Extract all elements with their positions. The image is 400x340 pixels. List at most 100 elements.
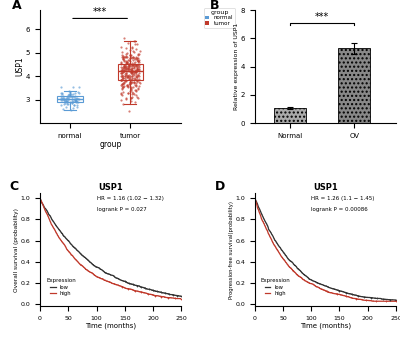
Point — [118, 92, 125, 97]
high — [294, 272, 298, 276]
Point — [72, 94, 78, 99]
Point — [73, 98, 79, 104]
Point — [123, 67, 129, 72]
Point — [130, 79, 137, 85]
Point — [132, 63, 138, 68]
Point — [118, 78, 125, 83]
Point — [124, 67, 131, 72]
Point — [118, 97, 124, 103]
Point — [124, 74, 130, 80]
Point — [69, 96, 76, 102]
Point — [122, 77, 128, 83]
Point — [135, 52, 141, 57]
Point — [134, 67, 140, 72]
Point — [63, 96, 70, 101]
Point — [119, 49, 125, 54]
low — [77, 251, 82, 255]
Point — [73, 98, 80, 103]
Point — [131, 66, 137, 71]
Point — [133, 83, 139, 88]
Point — [134, 74, 140, 80]
Point — [118, 68, 125, 73]
Point — [72, 90, 78, 96]
Point — [122, 73, 128, 78]
Point — [136, 48, 143, 54]
Point — [118, 92, 124, 97]
Point — [124, 83, 130, 88]
Point — [134, 56, 141, 61]
Point — [64, 96, 71, 101]
Point — [135, 58, 141, 64]
Point — [136, 57, 142, 63]
Point — [136, 66, 142, 72]
Point — [128, 69, 134, 74]
Point — [128, 67, 134, 72]
Point — [71, 103, 78, 108]
Point — [64, 94, 70, 99]
Point — [121, 68, 127, 73]
Point — [124, 61, 130, 66]
low — [269, 231, 274, 235]
Point — [131, 81, 137, 86]
Point — [118, 70, 124, 76]
Point — [118, 60, 124, 66]
Legend: normal, tumor: normal, tumor — [204, 8, 235, 28]
Point — [130, 62, 136, 68]
Point — [123, 79, 129, 84]
high — [266, 231, 270, 235]
Point — [136, 84, 142, 89]
Point — [130, 65, 137, 70]
Point — [131, 64, 137, 69]
Point — [118, 61, 125, 67]
Point — [68, 91, 74, 97]
Point — [131, 79, 138, 85]
Point — [129, 79, 136, 84]
Point — [123, 52, 129, 57]
Point — [121, 69, 128, 74]
Point — [118, 85, 125, 91]
Point — [129, 46, 136, 51]
Point — [126, 61, 132, 67]
Point — [133, 55, 139, 61]
Point — [133, 69, 140, 74]
Point — [133, 64, 140, 69]
high — [252, 196, 257, 200]
Point — [123, 54, 130, 60]
Point — [121, 55, 127, 60]
Point — [127, 74, 134, 79]
Point — [123, 70, 130, 76]
Point — [133, 69, 139, 74]
Point — [126, 55, 133, 61]
Point — [121, 65, 128, 70]
Point — [124, 73, 131, 79]
Point — [132, 67, 139, 73]
Point — [128, 73, 135, 79]
Point — [127, 81, 134, 86]
low — [393, 298, 398, 302]
Point — [132, 72, 139, 77]
Point — [67, 94, 73, 99]
X-axis label: Time (months): Time (months) — [85, 322, 136, 329]
Point — [120, 75, 126, 81]
Point — [128, 85, 134, 91]
Line: high: high — [255, 198, 396, 301]
Point — [58, 95, 64, 101]
Point — [119, 84, 125, 89]
Point — [124, 51, 130, 56]
Point — [58, 90, 64, 96]
Point — [66, 88, 72, 94]
Point — [128, 70, 134, 76]
high — [174, 296, 178, 301]
Point — [136, 51, 142, 56]
Point — [120, 79, 127, 85]
Point — [132, 59, 138, 65]
Point — [119, 72, 125, 78]
high — [280, 257, 285, 261]
Point — [120, 101, 126, 106]
Point — [63, 99, 70, 105]
Point — [75, 96, 81, 102]
Point — [125, 66, 132, 71]
Point — [136, 62, 142, 67]
low — [279, 247, 284, 251]
Point — [120, 64, 126, 69]
